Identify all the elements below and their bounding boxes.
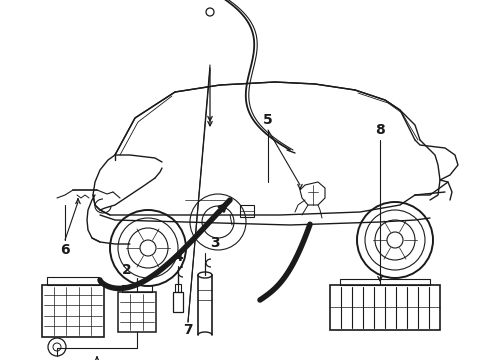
Bar [240, 205, 254, 217]
Circle shape [140, 240, 156, 256]
Text: 4: 4 [173, 250, 183, 264]
Bar [330, 285, 440, 330]
Circle shape [53, 343, 61, 351]
Text: 5: 5 [263, 113, 273, 127]
Bar [42, 285, 104, 337]
Bar [47, 277, 99, 285]
Text: 2: 2 [122, 263, 132, 277]
Bar [118, 292, 156, 332]
Circle shape [387, 232, 403, 248]
Text: 6: 6 [60, 243, 70, 257]
Bar [340, 279, 430, 285]
Text: 3: 3 [210, 236, 220, 250]
Bar [173, 292, 183, 312]
Bar [175, 284, 181, 292]
Text: 8: 8 [375, 123, 385, 137]
Text: 7: 7 [183, 323, 193, 337]
Bar [122, 285, 152, 292]
